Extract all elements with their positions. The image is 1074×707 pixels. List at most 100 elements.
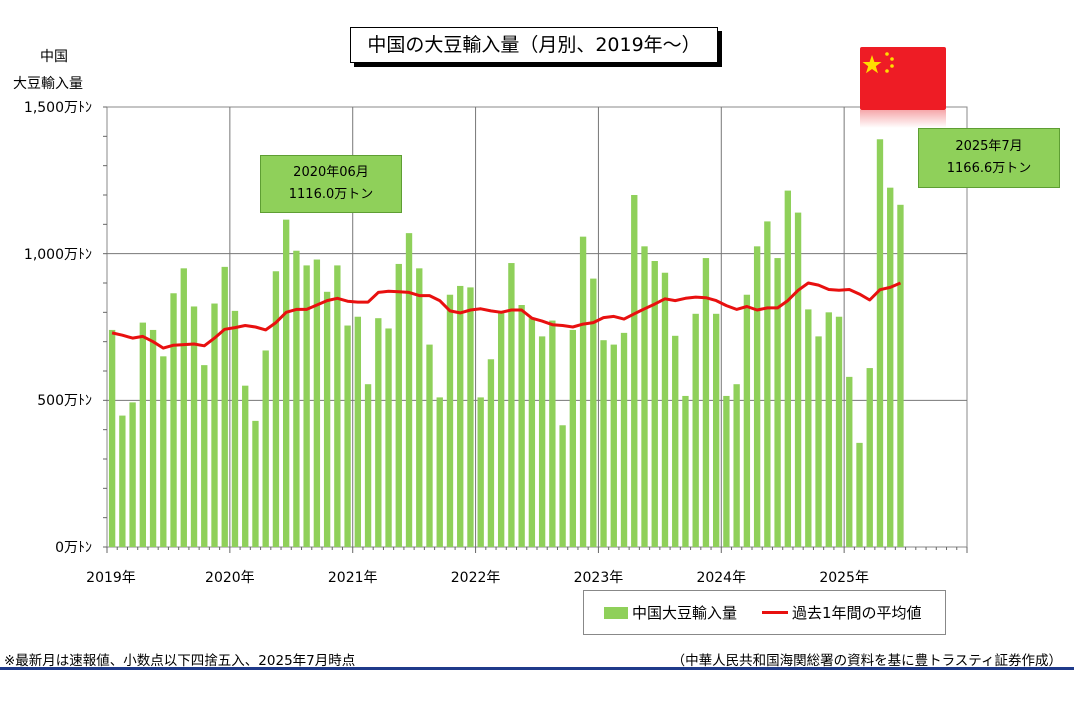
bar-import-month [620,332,628,547]
bar-import-month [856,442,863,547]
bar-import-month [252,420,259,547]
bar-import-month [528,318,536,547]
bar-import-month [323,291,331,547]
bar-import-month [784,190,792,547]
bar-import-month [119,415,126,547]
bar-import-month [477,397,484,547]
bar-import-month [221,266,228,547]
bar-import-month [231,310,239,547]
y-tick-label: 500万ﾄﾝ [37,393,92,410]
x-tick-label: 2023年 [574,570,624,586]
bar-import-month [651,261,658,547]
bar-import-month [702,258,710,547]
bar-import-month [753,246,761,548]
bar-import-month [262,350,269,547]
legend-line-swatch [762,611,788,614]
y-tick-label: 1,000万ﾄﾝ [23,246,92,263]
y-axis-label-line2: 大豆輸入量 [13,76,83,92]
bar-import-month [108,329,116,547]
bar-import-month [897,204,904,547]
bar-import-month [446,294,454,547]
bar-import-month [129,402,136,547]
bar-import-month [303,265,310,547]
annotation-2020-06: 2020年06月 1116.0万トン [260,155,402,213]
annotation-2025-07-value: 1166.6万トン [946,161,1032,176]
bar-import-month [293,250,300,547]
bar-import-month [764,221,771,547]
bar-import-month [846,376,853,547]
x-tick-label: 2019年 [86,570,136,586]
chart-legend: 中国大豆輸入量 過去1年間の平均値 [583,590,946,635]
bar-import-month [600,340,607,547]
bar-import-month [467,287,474,547]
bar-import-month [559,425,566,547]
bar-import-month [549,320,556,547]
bar-import-month [682,395,689,547]
bar-import-month [631,195,638,547]
bar-import-month [149,329,157,547]
x-tick-label: 2025年 [819,570,869,586]
annotation-2025-07-date: 2025年7月 [955,139,1023,154]
bar-import-month [487,359,495,547]
bar-import-month [723,395,730,547]
bar-import-month [692,313,699,547]
bar-import-month [139,322,147,547]
bar-import-month [661,272,669,547]
legend-item-imports: 中国大豆輸入量 [604,602,737,623]
bar-import-month [497,310,505,547]
bar-import-month [385,328,392,547]
moving-average-line [111,281,902,350]
legend-label-average: 過去1年間の平均値 [792,604,922,622]
china-flag-icon [860,47,946,110]
bar-import-month [364,384,372,547]
bar-import-month [170,293,177,547]
bar-import-month [825,312,832,547]
bar-import-month [375,318,382,547]
bar-import-month [866,368,873,547]
bar-import-month [272,271,280,547]
bar-import-month [334,265,341,547]
bar-import-month [733,384,740,547]
footnote-right: （中華人民共和国海関総署の資料を基に豊トラスティ証券作成） [671,653,1062,669]
bar-import-month [876,139,884,547]
bar-import-month [282,219,290,547]
x-tick-label: 2024年 [696,570,746,586]
bar-import-month [538,336,546,547]
legend-bar-swatch [604,606,628,619]
bar-import-month [794,212,802,547]
bar-import-month [395,263,402,547]
bar-import-month [190,306,198,547]
annotation-2025-07: 2025年7月 1166.6万トン [918,128,1060,188]
flag-reflection [860,110,946,128]
bar-import-month [590,278,597,547]
bottom-rule [0,667,1074,670]
bar-import-month [712,313,720,547]
y-tick-label: 0万ﾄﾝ [55,540,92,556]
bar-import-month [743,294,751,547]
footnote-left: ※最新月は速報値、小数点以下四捨五入、2025年7月時点 [4,653,356,669]
bar-import-month [180,268,187,547]
x-tick-label: 2021年 [328,570,378,586]
bar-import-month [313,259,321,547]
bar-import-month [354,316,362,547]
x-tick-label: 2022年 [451,570,501,586]
annotation-2020-06-value: 1116.0万トン [288,187,374,202]
bar-import-month [405,233,413,547]
bar-import-month [569,329,577,547]
annotation-2020-06-date: 2020年06月 [293,165,369,180]
bar-import-month [344,325,351,547]
bar-import-month [610,344,617,547]
bar-import-month [201,365,208,547]
bar-import-month [457,285,464,547]
bar-import-month [835,316,843,547]
bar-import-month [508,263,515,547]
bar-import-month [211,303,218,547]
bar-import-month [160,356,167,547]
bar-import-month [805,309,812,547]
chart-title: 中国の大豆輸入量（月別、2019年〜） [350,27,718,63]
x-tick-label: 2020年 [205,570,255,586]
bar-import-month [436,397,443,547]
y-axis-label-line1: 中国 [40,49,68,65]
bar-import-month [672,335,679,547]
